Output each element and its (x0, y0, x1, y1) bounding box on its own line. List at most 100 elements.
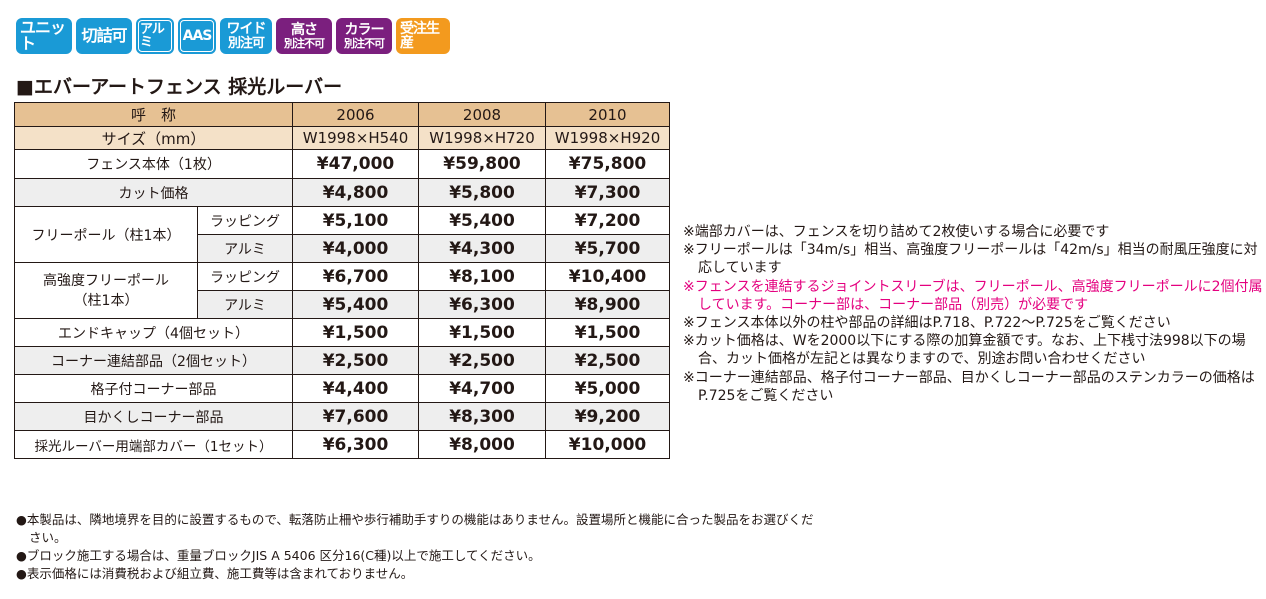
badge-height-custom-ng: 高さ 別注不可 (276, 18, 332, 54)
price-cell: ¥8,300 (418, 402, 547, 431)
price-cell: ¥4,700 (418, 374, 547, 403)
size-2006: W1998×H540 (292, 126, 420, 150)
spec-badges: ユニット 切詰可 アルミ AAS ワイド 別注可 高さ 別注不可 カラー 別注不… (16, 18, 450, 54)
table-row: アルミ ¥5,400 ¥6,300 ¥8,900 (15, 290, 671, 319)
badge-label-bottom: 別注不可 (344, 37, 385, 50)
table-row: 目かくしコーナー部品 ¥7,600 ¥8,300 ¥9,200 (13, 402, 671, 431)
header-col-2010: 2010 (545, 102, 671, 127)
price-cell: ¥7,200 (545, 206, 671, 235)
table-row: 高強度フリーポール （柱1本） ラッピング ¥6,700 ¥8,100 ¥10,… (14, 262, 671, 319)
table-row: フェンス本体（1枚） ¥47,000 ¥59,800 ¥75,800 (13, 149, 671, 179)
table-row: カット価格 ¥4,800 ¥5,800 ¥7,300 (13, 178, 671, 207)
row-label: カット価格 (13, 178, 294, 207)
price-cell: ¥4,400 (292, 374, 420, 403)
footer-note-tax: ●表示価格には消費税および組立費、施工費等は含まれておりません。 (16, 566, 414, 581)
badge-label: AAS (182, 28, 213, 44)
table-row: エンドキャップ（4個セット） ¥1,500 ¥1,500 ¥1,500 (13, 318, 671, 347)
price-cell: ¥5,000 (545, 374, 671, 403)
sub-label: アルミ (196, 234, 294, 263)
row-label: コーナー連結部品（2個セット） (13, 346, 294, 375)
price-cell: ¥1,500 (418, 318, 547, 347)
badge-aas: AAS (178, 18, 216, 54)
badge-wide-custom-ok: ワイド 別注可 (220, 18, 272, 54)
price-cell: ¥1,500 (292, 318, 420, 347)
price-cell: ¥2,500 (292, 346, 420, 375)
price-cell: ¥5,800 (418, 178, 547, 207)
row-label-line1: 高強度フリーポール (43, 272, 169, 289)
price-cell: ¥7,600 (292, 402, 420, 431)
badge-aluminum: アルミ (136, 18, 174, 54)
note-cut-price: ※カット価格は、Wを2000以下にする際の加算金額です。なお、上下桟寸法998以… (683, 333, 1246, 368)
badge-made-to-order: 受注生産 (396, 18, 450, 54)
table-row: 格子付コーナー部品 ¥4,400 ¥4,700 ¥5,000 (13, 374, 671, 403)
badge-cut-ok: 切詰可 (76, 18, 132, 54)
price-cell: ¥2,500 (545, 346, 671, 375)
note-end-cover: ※端部カバーは、フェンスを切り詰めて2枚使いする場合に必要です (683, 224, 1110, 240)
size-label: サイズ（mm） (13, 126, 294, 150)
table-row: フリーポール（柱1本） ラッピング ¥5,100 ¥5,400 ¥7,200 (14, 206, 671, 263)
row-label: 目かくしコーナー部品 (13, 402, 294, 431)
price-cell: ¥75,800 (545, 149, 671, 179)
price-cell: ¥5,400 (418, 206, 547, 235)
header-row: 呼 称 2006 2008 2010 (13, 102, 671, 127)
table-row: アルミ ¥4,000 ¥4,300 ¥5,700 (15, 234, 671, 263)
footer-note-purpose: ●本製品は、隣地境界を目的に設置するもので、転落防止柵や歩行補助手すりの機能はあ… (16, 512, 814, 545)
header-label: 呼 称 (13, 102, 294, 127)
row-label-line2: （柱1本） (73, 292, 139, 309)
price-cell: ¥4,000 (292, 234, 420, 263)
price-cell: ¥8,000 (418, 430, 547, 459)
size-row: サイズ（mm） W1998×H540 W1998×H720 W1998×H920 (13, 126, 671, 150)
notes: ※端部カバーは、フェンスを切り詰めて2枚使いする場合に必要です ※フリーポールは… (683, 223, 1263, 405)
table-row: コーナー連結部品（2個セット） ¥2,500 ¥2,500 ¥2,500 (13, 346, 671, 375)
size-2010: W1998×H920 (545, 126, 671, 150)
row-label: フェンス本体（1枚） (13, 149, 294, 179)
note-joint-sleeve: ※フェンスを連結するジョイントスリーブは、フリーポール、高強度フリーポールに2個… (683, 278, 1263, 313)
badge-label: 切詰可 (81, 26, 127, 45)
price-cell: ¥47,000 (292, 149, 420, 179)
price-cell: ¥6,300 (418, 290, 547, 319)
price-table: 呼 称 2006 2008 2010 サイズ（mm） W1998×H540 W1… (13, 102, 671, 459)
sub-label: ラッピング (196, 206, 294, 235)
price-cell: ¥6,300 (292, 430, 420, 459)
badge-label-bottom: 別注不可 (284, 37, 325, 50)
price-cell: ¥8,900 (545, 290, 671, 319)
note-wind-pressure: ※フリーポールは「34m/s」相当、高強度フリーポールは「42m/s」相当の耐風… (683, 242, 1258, 277)
price-cell: ¥5,700 (545, 234, 671, 263)
badge-label-top: ワイド (226, 21, 267, 37)
badge-label-top: カラー (344, 22, 385, 38)
header-col-2006: 2006 (292, 102, 420, 127)
price-cell: ¥4,300 (418, 234, 547, 263)
price-cell: ¥1,500 (545, 318, 671, 347)
badge-label: ユニット (20, 18, 66, 53)
badge-label-top: 高さ (291, 22, 318, 38)
row-label: フリーポール（柱1本） (14, 206, 198, 263)
row-label: エンドキャップ（4個セット） (13, 318, 294, 347)
footer-notes: ●本製品は、隣地境界を目的に設置するもので、転落防止柵や歩行補助手すりの機能はあ… (16, 511, 816, 583)
footer-note-block: ●ブロック施工する場合は、重量ブロックJIS A 5406 区分16(C種)以上… (16, 548, 541, 563)
section-title: ■エバーアートフェンス 採光ルーバー (16, 76, 343, 98)
row-label: 高強度フリーポール （柱1本） (14, 262, 198, 319)
price-cell: ¥5,100 (292, 206, 420, 235)
price-cell: ¥10,400 (545, 262, 671, 291)
price-cell: ¥8,100 (418, 262, 547, 291)
price-cell: ¥7,300 (545, 178, 671, 207)
badge-label: アルミ (140, 22, 165, 50)
price-cell: ¥10,000 (545, 430, 671, 459)
badge-color-custom-ng: カラー 別注不可 (336, 18, 392, 54)
price-cell: ¥4,800 (292, 178, 420, 207)
note-stain-color: ※コーナー連結部品、格子付コーナー部品、目かくしコーナー部品のステンカラーの価格… (683, 369, 1255, 404)
price-cell: ¥9,200 (545, 402, 671, 431)
sub-label: ラッピング (196, 262, 294, 291)
price-cell: ¥59,800 (418, 149, 547, 179)
price-cell: ¥2,500 (418, 346, 547, 375)
note-page-ref: ※フェンス本体以外の柱や部品の詳細はP.718、P.722〜P.725をご覧くだ… (683, 315, 1171, 332)
header-col-2008: 2008 (418, 102, 547, 127)
size-2008: W1998×H720 (418, 126, 547, 150)
price-cell: ¥5,400 (292, 290, 420, 319)
badge-unit: ユニット (16, 18, 72, 54)
badge-label: 受注生産 (400, 21, 440, 51)
row-label: 採光ルーバー用端部カバー（1セット） (13, 430, 294, 459)
badge-label-bottom: 別注可 (227, 36, 265, 51)
table-row: 採光ルーバー用端部カバー（1セット） ¥6,300 ¥8,000 ¥10,000 (13, 430, 671, 459)
price-cell: ¥6,700 (292, 262, 420, 291)
